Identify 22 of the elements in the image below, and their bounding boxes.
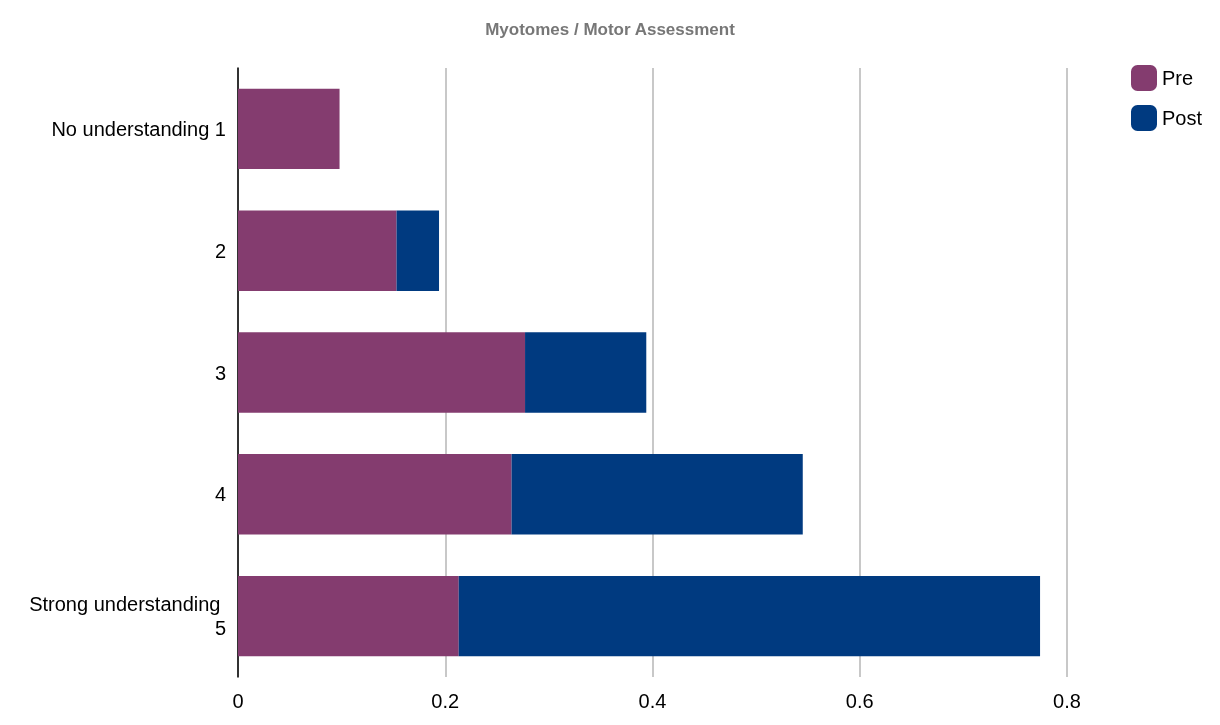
x-tick-label: 0 — [232, 690, 244, 712]
bar — [525, 332, 647, 413]
bar — [238, 210, 397, 291]
bar — [238, 88, 340, 170]
bar — [458, 575, 1041, 657]
chart-title: Myotomes / Motor Assessment — [485, 20, 736, 39]
legend-label: Post — [1162, 107, 1203, 129]
bar — [238, 575, 459, 657]
y-tick-label: 2 — [214, 239, 226, 262]
x-tick-label: 0.2 — [431, 690, 460, 712]
x-tick-label: 0.4 — [638, 690, 667, 712]
y-tick-label: No understanding 1 — [51, 117, 226, 140]
x-tick-label: 0.6 — [845, 690, 874, 712]
y-tick-label: 4 — [214, 483, 226, 506]
x-tick-label: 0.8 — [1053, 690, 1081, 712]
y-tick-label: 3 — [214, 361, 226, 384]
y-tick-label: Strong understanding 5 — [29, 593, 226, 640]
bar — [238, 454, 512, 535]
bar — [511, 454, 803, 535]
bar — [396, 210, 440, 291]
legend-label: Pre — [1162, 67, 1194, 89]
bar — [238, 332, 526, 413]
